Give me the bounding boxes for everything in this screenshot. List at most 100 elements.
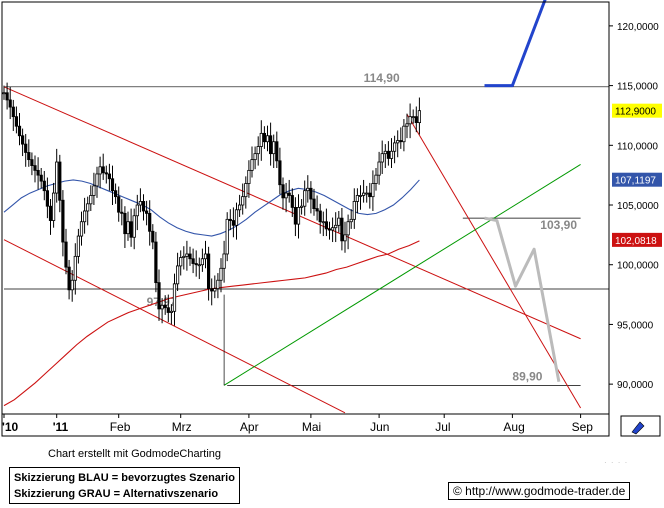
y-tick-label: 90,0000 <box>617 380 654 391</box>
candle <box>141 201 146 212</box>
candle <box>64 241 68 268</box>
candle <box>411 116 415 119</box>
price-tag-text: 102,0818 <box>615 236 657 247</box>
y-tick-label: 115,0000 <box>617 82 658 93</box>
price-tag-bg <box>612 103 662 118</box>
candle <box>374 174 378 184</box>
candle <box>216 279 220 290</box>
x-axis: '10 '11 Feb Mrz Apr Mai Jun Jul Aug Sep <box>2 414 593 434</box>
y-tick-label: 105,0000 <box>617 201 659 212</box>
source-link[interactable]: © http://www.godmode-trader.de <box>448 482 631 500</box>
candle <box>405 123 409 127</box>
candle <box>129 221 133 238</box>
candle <box>197 264 201 267</box>
candle <box>392 142 397 152</box>
candle <box>296 207 301 225</box>
candle <box>334 224 338 229</box>
candle <box>222 253 226 269</box>
candle <box>253 153 257 161</box>
candle <box>144 210 149 214</box>
price-tag-bg <box>612 172 662 187</box>
candle <box>163 304 167 309</box>
candle <box>157 282 161 310</box>
y-tick-label: 100,0000 <box>617 261 659 272</box>
candle <box>256 146 260 155</box>
candle <box>281 184 285 199</box>
candle <box>132 215 136 238</box>
candle <box>330 227 335 231</box>
candle <box>265 135 270 143</box>
candle <box>278 160 282 186</box>
candle <box>386 150 391 159</box>
candle <box>8 99 12 108</box>
candle <box>268 135 273 155</box>
candle <box>179 257 183 267</box>
candle <box>95 173 99 187</box>
candle <box>318 210 322 223</box>
y-tick-label: 120,0000 <box>617 22 659 33</box>
candle <box>275 141 279 162</box>
x-tick-label: Mrz <box>172 420 192 434</box>
candle <box>228 218 232 221</box>
price-tag-bg <box>612 232 662 247</box>
candle <box>402 125 406 143</box>
candle <box>234 209 239 226</box>
price-tag-text: 112,9000 <box>615 107 656 118</box>
candle <box>287 192 291 196</box>
candle <box>79 221 84 237</box>
candle <box>309 187 313 200</box>
candle <box>2 92 6 95</box>
candle <box>380 153 384 163</box>
candle <box>135 204 139 217</box>
candle <box>303 190 307 207</box>
candle <box>231 220 235 226</box>
candle <box>58 161 62 201</box>
candle <box>86 203 90 212</box>
candle <box>36 169 40 176</box>
candle <box>182 255 186 258</box>
chart-frame <box>1 1 610 437</box>
x-tick-label: Feb <box>110 420 131 434</box>
level-label: 103,90 <box>540 218 577 232</box>
x-tick-label: '11 <box>53 420 69 434</box>
candle <box>89 195 93 205</box>
x-tick-label: Apr <box>240 420 259 434</box>
candle <box>154 241 158 284</box>
candle <box>284 192 288 199</box>
candle <box>185 253 189 257</box>
candle <box>117 196 121 213</box>
plot-border <box>1 1 610 415</box>
legend-gray: Skizzierung GRAU = Alternativszenario <box>14 488 219 500</box>
candle <box>39 174 43 182</box>
level-label: 114,90 <box>364 71 400 85</box>
legend-blue: Skizzierung BLAU = bevorzugtes Szenario <box>14 472 235 484</box>
candle <box>52 192 56 221</box>
candle <box>104 172 108 175</box>
candle <box>312 198 316 209</box>
candle <box>206 253 211 290</box>
candle <box>45 190 50 207</box>
draw-tool-button[interactable] <box>620 415 661 437</box>
candle <box>361 192 366 196</box>
candle <box>383 150 387 155</box>
candle <box>414 116 418 124</box>
candle <box>262 132 267 143</box>
scenario-line <box>484 216 561 383</box>
candle <box>399 140 403 143</box>
y-tick-label: 95,0000 <box>617 320 654 331</box>
candle <box>365 192 369 195</box>
candle <box>67 266 71 291</box>
candle <box>24 143 28 153</box>
candle <box>101 166 105 174</box>
candle <box>244 183 248 198</box>
x-tick-label: Mai <box>302 420 321 434</box>
candle <box>160 304 164 310</box>
watermark-dots: · · · · <box>604 458 629 467</box>
candle <box>200 258 204 266</box>
candle <box>188 253 192 260</box>
candle <box>55 161 59 194</box>
candle <box>293 207 298 225</box>
candle <box>259 132 263 147</box>
candle <box>123 212 127 235</box>
